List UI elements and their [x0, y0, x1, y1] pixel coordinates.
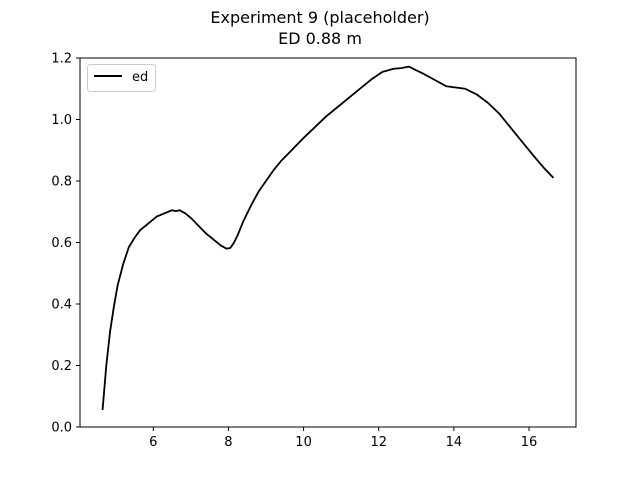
y-tick-label: 0.8 — [51, 175, 72, 190]
chart-title: Experiment 9 (placeholder) — [210, 8, 430, 27]
axes-frame — [79, 57, 577, 428]
y-tick-label: 0.4 — [51, 298, 72, 313]
x-tick-label: 14 — [446, 435, 463, 450]
ticks-layer: 6 8 10 12 14 16 0.0 0.2 0.4 0.6 0.8 1.0 1.2 — [51, 52, 537, 451]
series-layer — [101, 65, 555, 411]
legend-box — [87, 64, 156, 92]
y-tick-label: 1.0 — [51, 113, 72, 128]
y-tick-label: 1.2 — [51, 52, 72, 67]
legend-label-ed: ed — [132, 70, 148, 85]
x-tick-label: 12 — [370, 435, 387, 450]
series-line-ed — [101, 65, 555, 411]
chart-subtitle: ED 0.88 m — [278, 29, 362, 48]
legend: ed — [87, 64, 156, 92]
x-tick-label: 6 — [149, 435, 157, 450]
y-tick-label: 0.6 — [51, 236, 72, 251]
y-tick-label: 0.2 — [51, 359, 72, 374]
x-tick-label: 16 — [521, 435, 538, 450]
y-tick-label: 0.0 — [51, 421, 72, 436]
x-tick-label: 10 — [295, 435, 312, 450]
x-tick-label: 8 — [224, 435, 232, 450]
